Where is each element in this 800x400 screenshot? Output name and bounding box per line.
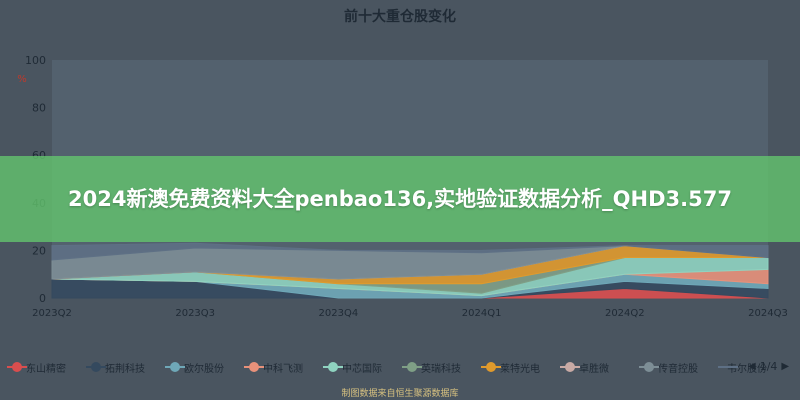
- banner-text: 2024新澳免费资料大全penbao136,实地验证数据分析_QHD3.577: [68, 187, 732, 211]
- legend-item[interactable]: 莱特光电: [481, 356, 540, 378]
- x-tick-label: 2023Q3: [175, 308, 215, 319]
- legend-label: 莱特光电: [500, 363, 540, 375]
- legend-marker-icon: [481, 362, 501, 372]
- x-tick-label: 2023Q4: [319, 308, 359, 319]
- legend-label: 中科飞测: [263, 363, 303, 375]
- x-tick-label: 2024Q3: [748, 308, 788, 319]
- legend-label: 欧尔股份: [184, 363, 224, 375]
- legend-marker-icon: [165, 362, 185, 372]
- legend-next-icon[interactable]: ▶: [781, 361, 790, 372]
- legend-marker-icon: [323, 362, 343, 372]
- legend-item[interactable]: 东山精密: [7, 356, 66, 378]
- y-tick-label: 80: [32, 102, 46, 115]
- y-tick-label: 100: [25, 54, 46, 67]
- legend-item[interactable]: 中芯国际: [323, 356, 382, 378]
- chart-title: 前十大重仓股变化: [344, 9, 456, 25]
- x-tick-label: 2023Q2: [32, 308, 72, 319]
- legend-label: 中芯国际: [342, 363, 382, 375]
- legend-label: 英瑞科技: [421, 363, 461, 375]
- legend-marker-icon: [560, 362, 580, 372]
- legend-item[interactable]: 传音控股: [639, 356, 698, 378]
- legend-marker-icon: [639, 362, 659, 372]
- area-series-9[interactable]: [51, 242, 769, 261]
- overlay-banner[interactable]: 2024新澳免费资料大全penbao136,实地验证数据分析_QHD3.577: [0, 156, 800, 242]
- legend-label: 传音控股: [658, 363, 698, 375]
- legend-page-indicator: 1/4: [759, 360, 778, 373]
- legend-label: 卓胜微: [579, 363, 609, 375]
- chart-legend: 东山精密 拓荆科技 欧尔股份 中科飞测 中芯国际 英瑞科技 莱特光电 卓胜微 传音控股 韦尔股份: [0, 356, 800, 378]
- legend-label: 韦尔股份: [727, 363, 767, 375]
- legend-label: 拓荆科技: [105, 363, 145, 375]
- legend-item[interactable]: 欧尔股份: [165, 356, 224, 378]
- footer-note: 制图数据来自恒生聚源数据库: [341, 389, 459, 399]
- legend-item[interactable]: 中科飞测: [244, 356, 303, 378]
- legend-marker-icon: [402, 362, 422, 372]
- x-tick-label: 2024Q2: [605, 308, 645, 319]
- x-tick-label: 2024Q1: [462, 308, 502, 319]
- legend-item[interactable]: 英瑞科技: [402, 356, 461, 378]
- legend-pager: ◀ 1/4 ▶: [744, 360, 793, 373]
- legend-prev-icon[interactable]: ◀: [748, 361, 756, 372]
- legend-label: 东山精密: [26, 363, 66, 375]
- legend-marker-icon: [86, 362, 106, 372]
- y-tick-label: 20: [32, 244, 46, 257]
- y-axis-label: %: [17, 74, 27, 85]
- legend-marker-icon: [244, 362, 264, 372]
- legend-marker-icon: [7, 362, 27, 372]
- legend-item[interactable]: 卓胜微: [560, 356, 609, 378]
- legend-item[interactable]: 拓荆科技: [86, 356, 145, 378]
- y-tick-label: 0: [39, 292, 46, 305]
